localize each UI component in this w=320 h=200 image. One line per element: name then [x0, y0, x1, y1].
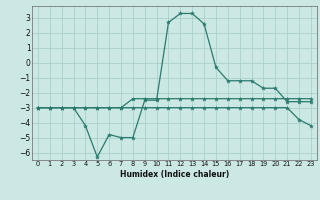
- X-axis label: Humidex (Indice chaleur): Humidex (Indice chaleur): [120, 170, 229, 179]
